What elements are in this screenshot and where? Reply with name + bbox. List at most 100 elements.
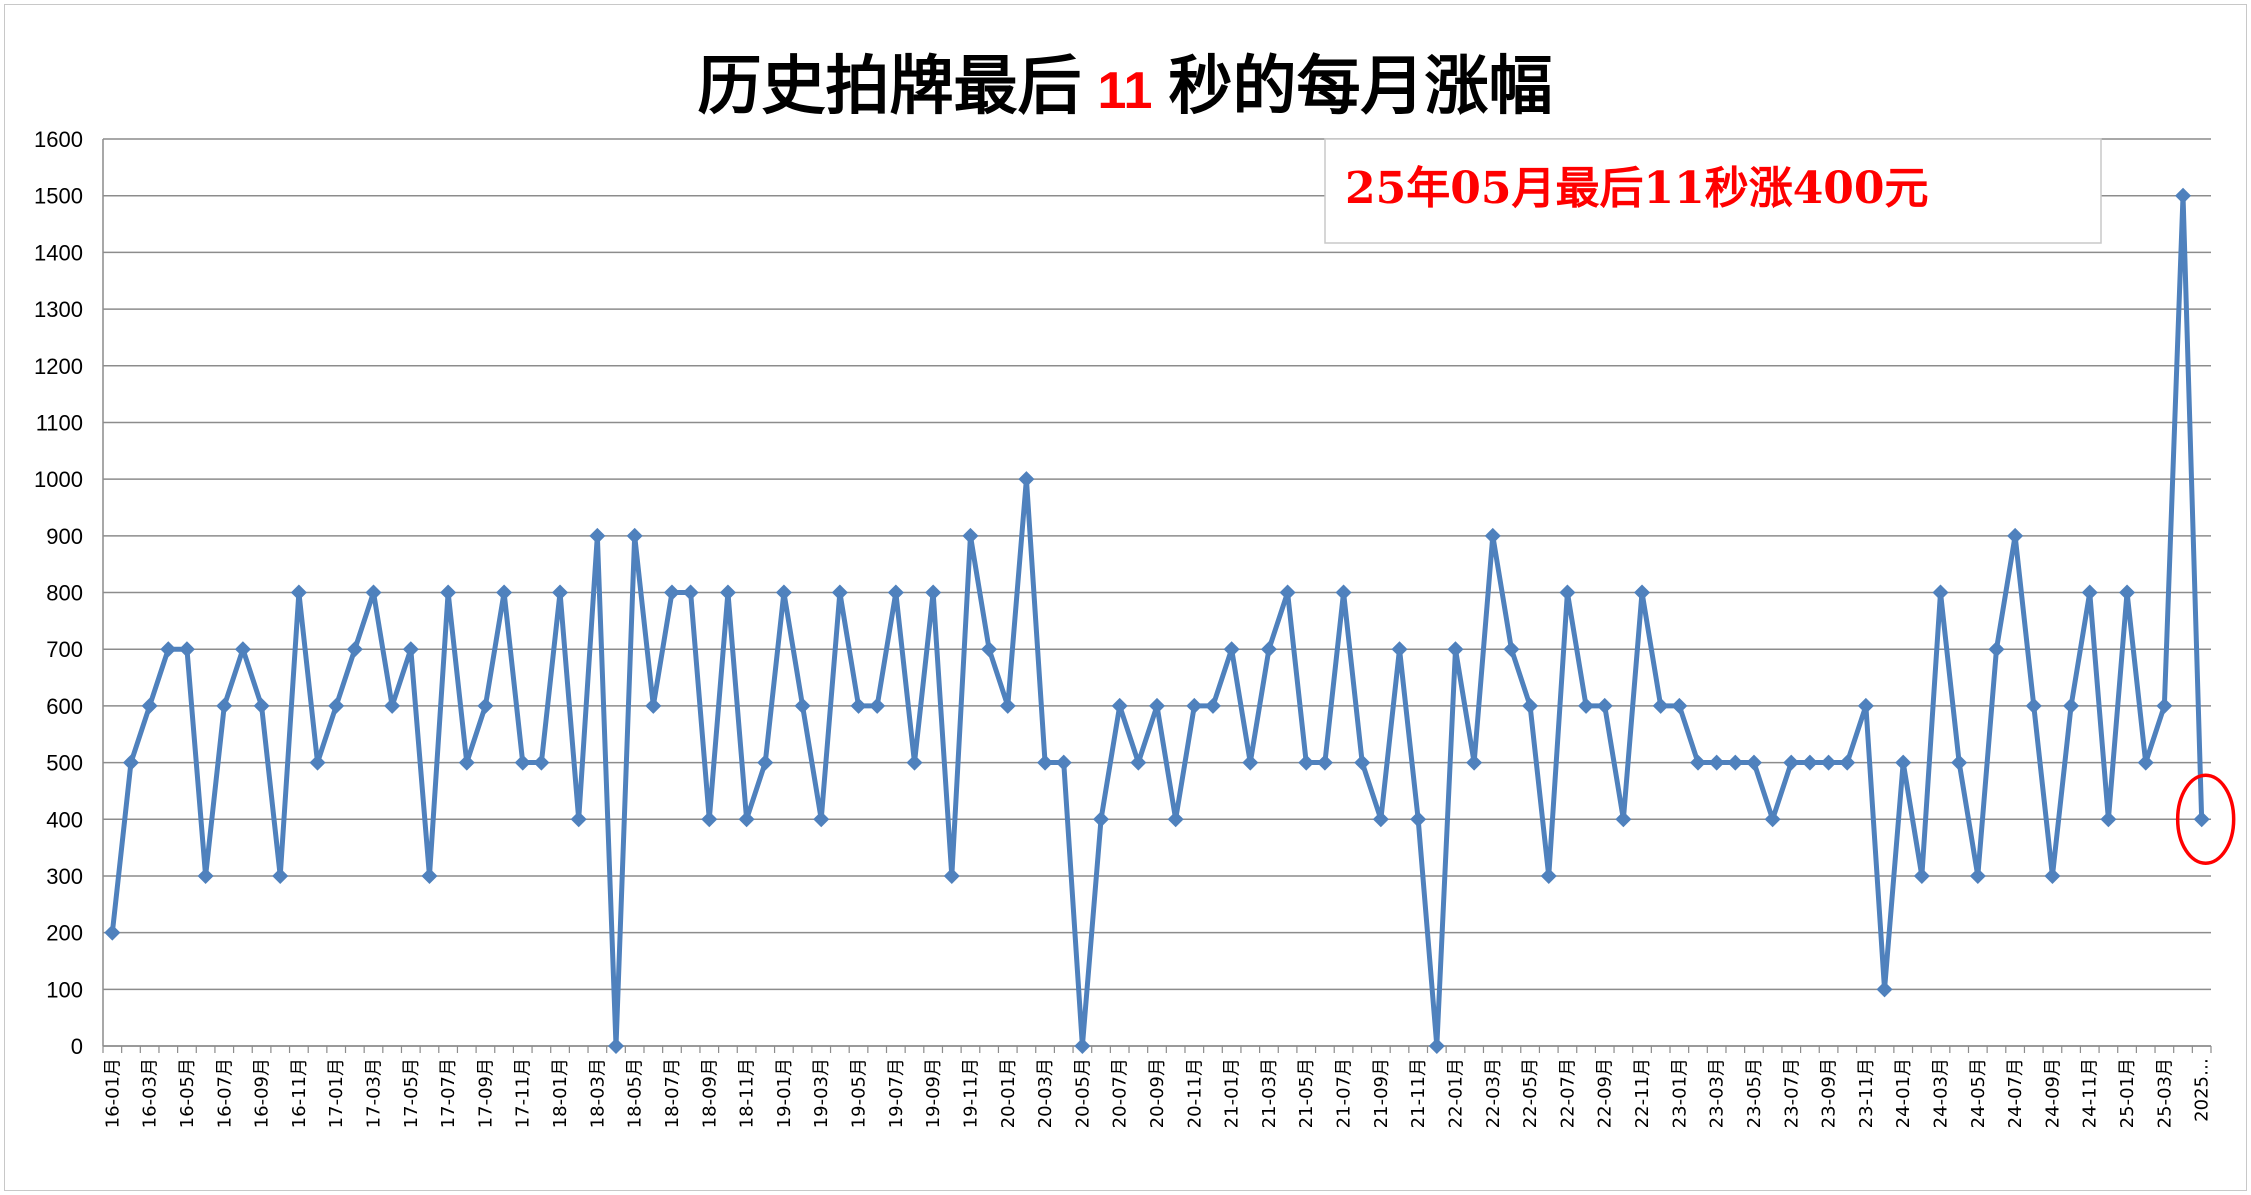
data-point [1634, 584, 1651, 601]
x-tick-label: 23-11月 [1856, 1058, 1877, 1128]
y-tick-label: 1600 [34, 127, 83, 152]
data-point [328, 697, 345, 714]
data-point [1298, 754, 1315, 771]
data-point [1876, 981, 1893, 998]
data-point [757, 754, 774, 771]
data-point [440, 584, 457, 601]
data-point [1801, 754, 1818, 771]
data-point [104, 924, 121, 941]
x-tick-label: 21-11月 [1408, 1058, 1429, 1128]
y-tick-label: 800 [46, 581, 83, 606]
data-point [2100, 811, 2117, 828]
x-axis-tick-labels: 16-01月 16-03月 16-05月 16-07月 16-09月 16-11月 17-0… [102, 1058, 2212, 1128]
data-point [981, 641, 998, 658]
data-point [1279, 584, 1296, 601]
x-tick-label: 16-09月 [252, 1058, 273, 1128]
data-point [141, 697, 158, 714]
data-point [1186, 697, 1203, 714]
data-point [831, 584, 848, 601]
x-tick-label: 24-03月 [1931, 1058, 1952, 1128]
data-point [1484, 527, 1501, 544]
data-point [533, 754, 550, 771]
data-point [2137, 754, 2154, 771]
x-tick-label: 25-03月 [2154, 1058, 2175, 1128]
x-tick-label: 16-07月 [214, 1058, 235, 1128]
x-tick-label: 17-11月 [513, 1058, 534, 1128]
data-point [1428, 1038, 1445, 1054]
x-tick-label: 18-11月 [737, 1058, 758, 1128]
data-point [160, 641, 177, 658]
x-tick-label: 18-01月 [550, 1058, 571, 1128]
data-point [290, 584, 307, 601]
y-tick-label: 300 [46, 864, 83, 889]
data-point [1932, 584, 1949, 601]
callout-text: 25年05月最后11秒涨400元 [1345, 163, 1929, 214]
data-point [234, 641, 251, 658]
data-point [1111, 697, 1128, 714]
data-point [1037, 754, 1054, 771]
x-tick-label: 20-09月 [1147, 1058, 1168, 1128]
data-point [2175, 187, 2192, 204]
data-point [1988, 641, 2005, 658]
x-tick-label: 21-09月 [1371, 1058, 1392, 1128]
x-tick-label: 16-11月 [289, 1058, 310, 1128]
x-tick-label: 19-11月 [960, 1058, 981, 1128]
data-point [552, 584, 569, 601]
data-point [1074, 1038, 1091, 1054]
data-point [1820, 754, 1837, 771]
data-point [1708, 754, 1725, 771]
x-tick-label: 23-01月 [1669, 1058, 1690, 1128]
data-point [2081, 584, 2098, 601]
x-tick-label: 19-03月 [811, 1058, 832, 1128]
x-tick-label: 19-09月 [923, 1058, 944, 1128]
x-tick-label: 21-03月 [1259, 1058, 1280, 1128]
y-tick-label: 700 [46, 637, 83, 662]
data-point [794, 697, 811, 714]
callout-box [1324, 138, 2102, 244]
data-point [1689, 754, 1706, 771]
data-point [514, 754, 531, 771]
x-tick-label: 22-11月 [1632, 1058, 1653, 1128]
data-point [1316, 754, 1333, 771]
title-part-2: 秒的每月涨幅 [1168, 50, 1552, 124]
data-point [1745, 754, 1762, 771]
data-point [1335, 584, 1352, 601]
data-point [1727, 754, 1744, 771]
series-markers [104, 187, 2210, 1054]
x-axis [102, 139, 2212, 1053]
data-point [2044, 867, 2061, 884]
data-point [645, 697, 662, 714]
x-tick-label: 21-07月 [1334, 1058, 1355, 1128]
chart-title: 历史拍牌最后 11 秒的每月涨幅 [698, 50, 1553, 124]
x-tick-label: 21-05月 [1296, 1058, 1317, 1128]
x-tick-label: 16-01月 [102, 1058, 123, 1128]
data-point [1540, 867, 1557, 884]
data-point [1149, 697, 1165, 714]
data-point [1130, 754, 1147, 771]
x-tick-label: 22-09月 [1595, 1058, 1616, 1128]
x-tick-label: 19-01月 [774, 1058, 795, 1128]
data-point [1913, 867, 1930, 884]
data-point [1410, 811, 1427, 828]
x-tick-label: 22-01月 [1445, 1058, 1466, 1128]
data-point [1447, 641, 1464, 658]
data-point [1895, 754, 1912, 771]
data-point [1018, 471, 1035, 488]
data-point [1559, 584, 1576, 601]
data-point [197, 867, 214, 884]
x-tick-label: 2025… [2192, 1058, 2213, 1122]
data-point [2156, 697, 2173, 714]
data-point [1839, 754, 1856, 771]
data-point [1093, 811, 1110, 828]
data-point [1857, 697, 1874, 714]
data-point [906, 754, 923, 771]
data-point [421, 867, 438, 884]
x-tick-label: 23-03月 [1707, 1058, 1728, 1128]
data-point [1466, 754, 1483, 771]
x-tick-label: 22-07月 [1557, 1058, 1578, 1128]
data-point [1242, 754, 1259, 771]
data-point [216, 697, 233, 714]
data-point [346, 641, 363, 658]
series-line [109, 193, 2205, 1049]
data-point [477, 697, 494, 714]
